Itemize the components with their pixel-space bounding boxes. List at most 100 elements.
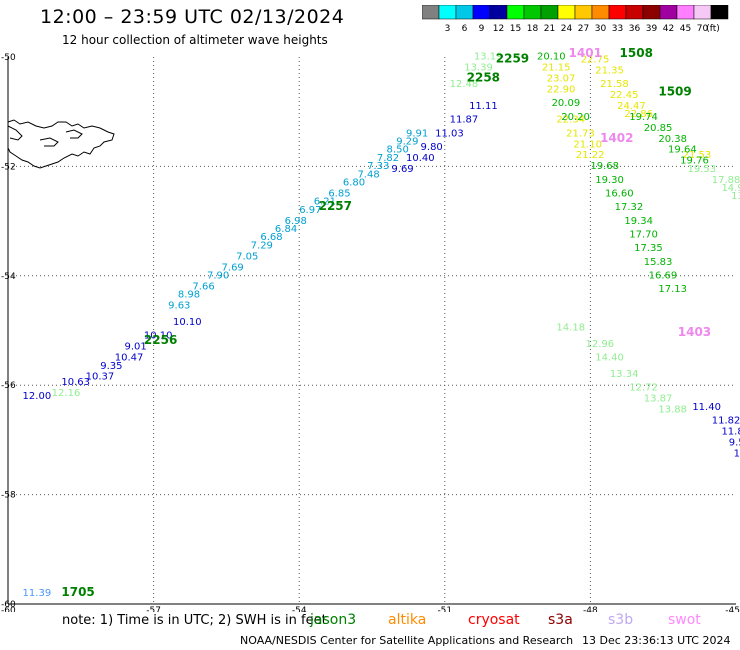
satellite-legend-item: cryosat xyxy=(468,612,520,628)
color-scale-label: 9 xyxy=(479,24,485,34)
wave-height-value: 22.45 xyxy=(610,90,639,101)
wave-height-value: 21.15 xyxy=(542,63,571,74)
color-scale-label: 21 xyxy=(544,24,555,34)
wave-height-value: 7.29 xyxy=(251,240,273,251)
wave-height-value: 9.63 xyxy=(168,301,190,312)
x-tick-label: -60 xyxy=(1,606,16,612)
color-scale-label: 6 xyxy=(462,24,468,34)
satellite-legend-item: s3a xyxy=(548,612,573,628)
color-scale-label: 39 xyxy=(646,24,658,34)
wave-height-value: 12.96 xyxy=(586,339,615,350)
wave-height-value: 19.30 xyxy=(595,175,624,186)
wave-height-value: 9.91 xyxy=(406,128,428,139)
satellite-legend-item: swot xyxy=(668,612,701,628)
wave-height-value: 12.48 xyxy=(450,79,479,90)
wave-height-value: 20.85 xyxy=(644,123,673,134)
grid-lines xyxy=(8,57,736,604)
wave-height-value: 21.73 xyxy=(566,128,595,139)
wave-height-value: 17.88 xyxy=(712,175,740,186)
credit-line: NOAA/NESDIS Center for Satellite Applica… xyxy=(240,634,574,647)
color-scale-label: 3 xyxy=(445,24,451,34)
satellite-legend-item: altika xyxy=(388,612,427,628)
wave-height-value: 21.58 xyxy=(600,79,629,90)
wave-height-value: 19.74 xyxy=(629,112,658,123)
color-scale-label: 12 xyxy=(493,24,504,34)
wave-height-value: 16.69 xyxy=(649,271,678,282)
pass-id-label: 2257 xyxy=(319,199,352,213)
y-tick-label: -58 xyxy=(1,491,16,501)
wave-height-value: 17.32 xyxy=(615,202,644,213)
color-scale-label: 18 xyxy=(527,24,539,34)
wave-height-value: 12.72 xyxy=(629,383,658,394)
wave-height-value: 19.64 xyxy=(668,145,697,156)
wave-height-value: 19.68 xyxy=(590,161,619,172)
pass-id-label: 1705 xyxy=(61,585,94,599)
axes: -50-52-54-56-58-60-60 -57 -54 -51 -48 -45 xyxy=(1,53,740,612)
wave-height-value: 19.34 xyxy=(624,216,653,227)
satellite-legend-item: s3b xyxy=(608,612,634,628)
coastline-falkland-islands xyxy=(7,119,115,169)
y-tick-label: -50 xyxy=(1,53,16,63)
pass-labels: 1705 2256 2257 2258 2259 1508 1509 1402 1403 1401 xyxy=(61,46,711,599)
pass-id-label: 1508 xyxy=(620,46,653,60)
color-swatch xyxy=(710,5,729,20)
wave-height-value: 9.5 xyxy=(729,437,740,448)
wave-height-value: 15.83 xyxy=(644,257,673,268)
wave-height-value: 13.39 xyxy=(464,63,493,74)
wave-height-value: 9.35 xyxy=(100,361,122,372)
color-scale-label: 15 xyxy=(510,24,521,34)
wave-height-value: 7.66 xyxy=(192,281,214,292)
color-scale-label: 70 xyxy=(697,24,709,34)
wave-height-value: 8.98 xyxy=(178,290,200,301)
wave-height-value: 20.38 xyxy=(658,134,687,145)
wave-height-points: 11.3912.0010.6310.379.3510.479.0110.1010… xyxy=(23,52,740,599)
wave-height-value: 10.10 xyxy=(173,317,202,328)
wave-height-value: 16.60 xyxy=(605,188,634,199)
wave-height-value: 10 xyxy=(734,448,740,459)
y-tick-label: -54 xyxy=(1,272,16,282)
x-tick-label: -51 xyxy=(437,606,452,612)
color-scale-unit: (ft) xyxy=(706,24,720,34)
pass-id-label: 1402 xyxy=(600,131,633,145)
wave-height-value: 19.53 xyxy=(687,164,716,175)
color-scale-label: 33 xyxy=(612,24,623,34)
wave-height-value: 11.39 xyxy=(23,588,52,599)
pass-id-label: 2259 xyxy=(496,51,529,65)
wave-height-value: 20.10 xyxy=(537,52,566,63)
wave-height-value: 6.97 xyxy=(299,205,321,216)
wave-height-value: 22.90 xyxy=(547,85,576,96)
wave-height-value: 7.05 xyxy=(236,251,258,262)
wave-height-value: 13.88 xyxy=(658,405,687,416)
wave-height-value: 7.90 xyxy=(207,271,229,282)
wave-height-value: 10.37 xyxy=(86,372,115,383)
y-tick-label: -56 xyxy=(1,381,16,391)
wave-height-value: 10.63 xyxy=(61,377,90,388)
wave-height-value: 9.69 xyxy=(391,164,413,175)
wave-height-value: 13.87 xyxy=(644,394,673,405)
wave-height-value: 23.07 xyxy=(547,74,576,85)
y-tick-label: -52 xyxy=(1,162,16,172)
wave-height-value: 21.10 xyxy=(573,139,602,150)
wave-height-value: 22.75 xyxy=(581,54,610,65)
wave-height-value: 9.29 xyxy=(396,137,418,148)
wave-height-value: 8.50 xyxy=(387,145,409,156)
wave-height-value: 6.84 xyxy=(275,224,297,235)
x-tick-label: -57 xyxy=(146,606,161,612)
pass-id-label: 1401 xyxy=(569,46,602,60)
chart-title: 12:00 – 23:59 UTC 02/13/2024 xyxy=(40,6,345,28)
color-scale-label: 36 xyxy=(629,24,641,34)
chart-subtitle: 12 hour collection of altimeter wave hei… xyxy=(62,33,328,47)
wave-height-value: 19.76 xyxy=(680,156,709,167)
wave-height-value: 12.16 xyxy=(52,388,81,399)
x-tick-label: -48 xyxy=(583,606,598,612)
generation-timestamp: 13 Dec 23:36:13 UTC 2024 xyxy=(582,634,731,647)
wave-height-value: 6.98 xyxy=(285,216,307,227)
footer-note: note: 1) Time is in UTC; 2) SWH is in fe… xyxy=(62,613,327,628)
wave-height-value: 7.48 xyxy=(357,169,379,180)
color-scale-label: 45 xyxy=(680,24,691,34)
wave-height-value: 21.53 xyxy=(683,150,712,161)
wave-height-value: 17.13 xyxy=(658,284,687,295)
color-scale-legend: 3 6 9 12 15 18 21 24 27 30 33 36 39 42 45 70(ft) xyxy=(422,5,729,34)
wave-height-value: 10.47 xyxy=(115,353,144,364)
pass-id-label: 2258 xyxy=(467,71,500,85)
